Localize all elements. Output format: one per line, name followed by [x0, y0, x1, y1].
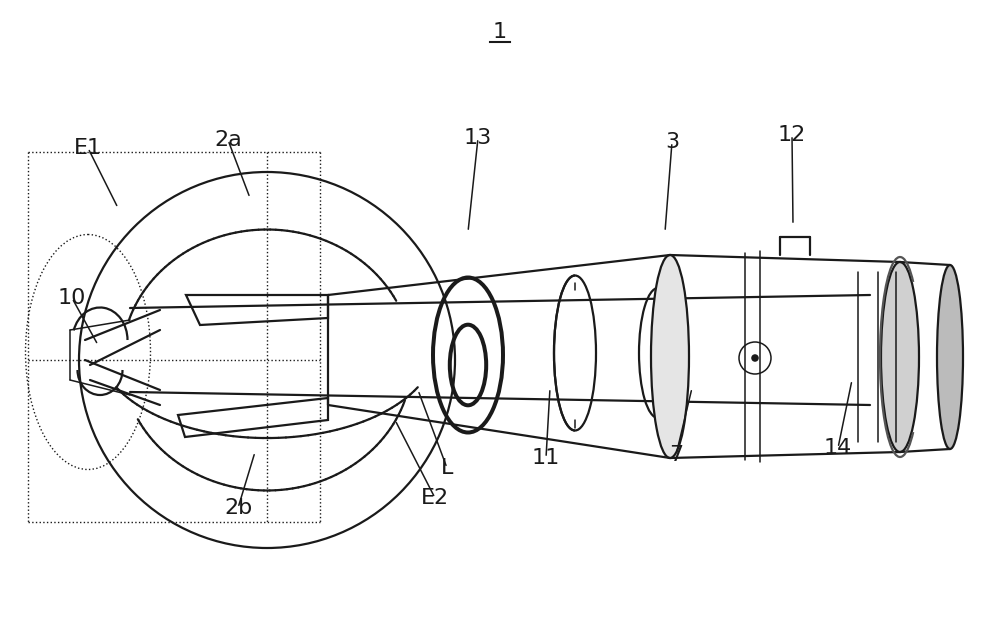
- Text: 12: 12: [778, 125, 806, 145]
- Ellipse shape: [881, 262, 919, 452]
- Text: E2: E2: [421, 488, 449, 508]
- Text: 13: 13: [464, 128, 492, 148]
- Text: 2b: 2b: [224, 498, 252, 518]
- Text: 14: 14: [824, 438, 852, 458]
- Text: L: L: [441, 458, 453, 478]
- Text: 3: 3: [665, 132, 679, 152]
- Ellipse shape: [651, 255, 689, 458]
- Text: 2a: 2a: [214, 130, 242, 150]
- Text: E1: E1: [74, 138, 102, 158]
- Text: 10: 10: [58, 288, 86, 308]
- Circle shape: [752, 355, 758, 361]
- Ellipse shape: [937, 265, 963, 449]
- Text: 7: 7: [669, 445, 683, 465]
- Text: 1: 1: [493, 22, 507, 42]
- Text: 11: 11: [532, 448, 560, 468]
